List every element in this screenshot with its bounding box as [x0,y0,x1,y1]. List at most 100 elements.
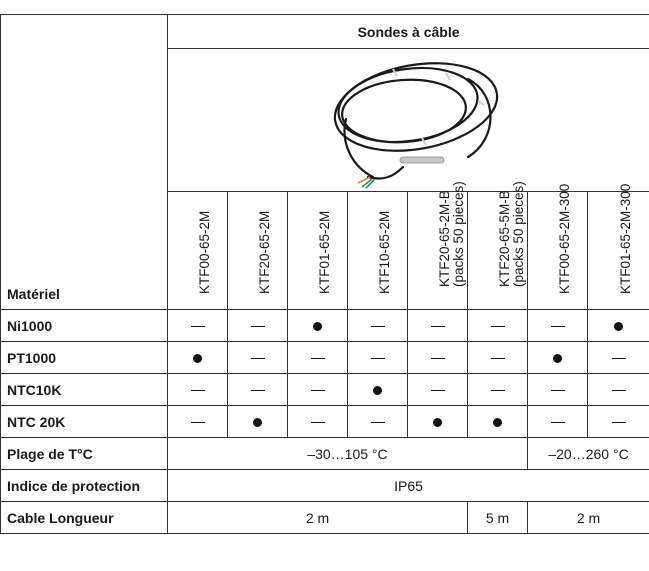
availability-cell [586,405,649,438]
protection-value: IP65 [166,469,649,502]
unavailable-dash-icon [611,422,626,424]
table-row: NTC10K [0,373,649,406]
available-dot-icon [614,322,624,332]
availability-cell [527,405,588,438]
availability-cell [227,373,288,406]
sensor-type-label: NTC10K [0,373,168,406]
availability-cell [407,309,468,342]
row-header-label: Matériel [0,14,168,310]
availability-cell [467,309,528,342]
unavailable-dash-icon [430,358,445,360]
temp-range-label: Plage de T°C [0,437,168,470]
availability-cell [467,373,528,406]
availability-cell [167,309,228,342]
cable-length-c: 2 m [526,501,649,534]
model-name: KTF01-65-2M [316,210,332,294]
unavailable-dash-icon [190,422,205,424]
availability-cell [167,405,228,438]
availability-cell [467,405,528,438]
availability-cell [527,373,588,406]
model-name: (packs 50 pieces) [510,181,526,287]
available-dot-icon [253,418,262,428]
availability-cell [586,341,649,374]
unavailable-dash-icon [310,390,325,392]
sensor-type-label: PT1000 [0,341,168,374]
availability-cell [467,341,528,374]
model-header-cell: KTF20-65-2M-B (packs 50 pieces) [407,181,468,310]
unavailable-dash-icon [490,390,505,392]
cable-sensor-image [333,62,499,189]
model-header-cell: KTF10-65-2M [347,191,408,310]
model-header-cell: KTF20-65-5M-B (packs 50 pieces) [467,181,528,310]
unavailable-dash-icon [550,390,565,392]
availability-cell [347,341,408,374]
model-name: KTF10-65-2M [376,210,392,294]
model-header-cell: KTF01-65-2M-300 [586,184,649,310]
unavailable-dash-icon [370,422,385,424]
unavailable-dash-icon [430,390,445,392]
availability-cell [167,373,228,406]
model-name: KTF20-65-2M [256,210,272,294]
table-row: Ni1000 [0,309,649,342]
model-name: KTF01-65-2M-300 [617,183,633,294]
unavailable-dash-icon [250,358,265,360]
model-name: KTF20-65-5M-B [496,190,512,287]
availability-cell [586,373,649,406]
unavailable-dash-icon [490,326,505,328]
availability-cell [407,405,468,438]
available-dot-icon [553,354,562,364]
availability-cell [227,405,288,438]
unavailable-dash-icon [370,358,385,360]
availability-cell [347,405,408,438]
model-header-cell: KTF00-65-2M-300 [527,184,588,310]
unavailable-dash-icon [611,390,626,392]
table-row: NTC 20K [0,405,649,438]
available-dot-icon [493,418,502,428]
cable-length-b: 5 m [467,501,528,534]
availability-cell [227,309,288,342]
availability-cell [347,373,408,406]
model-name: KTF20-65-2M-B [436,190,452,287]
unavailable-dash-icon [250,390,265,392]
model-name: (packs 50 pieces) [450,181,466,287]
unavailable-dash-icon [611,358,626,360]
availability-cell [407,341,468,374]
available-dot-icon [373,386,382,396]
unavailable-dash-icon [190,326,205,328]
model-header-cell: KTF20-65-2M [227,191,288,310]
model-header-cell: KTF01-65-2M [287,191,348,310]
cable-length-label: Cable Longueur [0,501,168,534]
unavailable-dash-icon [550,326,565,328]
availability-cell [227,341,288,374]
available-dot-icon [313,322,322,332]
availability-cell [586,309,649,342]
availability-cell [287,405,348,438]
unavailable-dash-icon [310,422,325,424]
product-image-cell [166,48,649,192]
unavailable-dash-icon [310,358,325,360]
protection-label: Indice de protection [0,469,168,502]
available-dot-icon [433,418,442,428]
availability-cell [287,309,348,342]
unavailable-dash-icon [490,358,505,360]
unavailable-dash-icon [370,326,385,328]
unavailable-dash-icon [550,422,565,424]
temp-range-a: –30…105 °C [167,437,528,470]
availability-cell [287,373,348,406]
available-dot-icon [193,354,202,364]
unavailable-dash-icon [190,390,205,392]
sensor-type-label: Ni1000 [0,309,168,342]
table-title: Sondes à câble [166,14,649,49]
availability-cell [527,309,588,342]
sensor-type-label: NTC 20K [0,405,168,438]
model-name: KTF00-65-2M-300 [556,183,572,294]
table-row: PT1000 [0,341,649,374]
availability-cell [407,373,468,406]
model-header-cell: KTF00-65-2M [167,191,228,310]
model-name: KTF00-65-2M [196,210,212,294]
sensor-spec-table: Matériel Sondes à câble [0,14,649,534]
availability-cell [287,341,348,374]
availability-cell [347,309,408,342]
unavailable-dash-icon [250,326,265,328]
